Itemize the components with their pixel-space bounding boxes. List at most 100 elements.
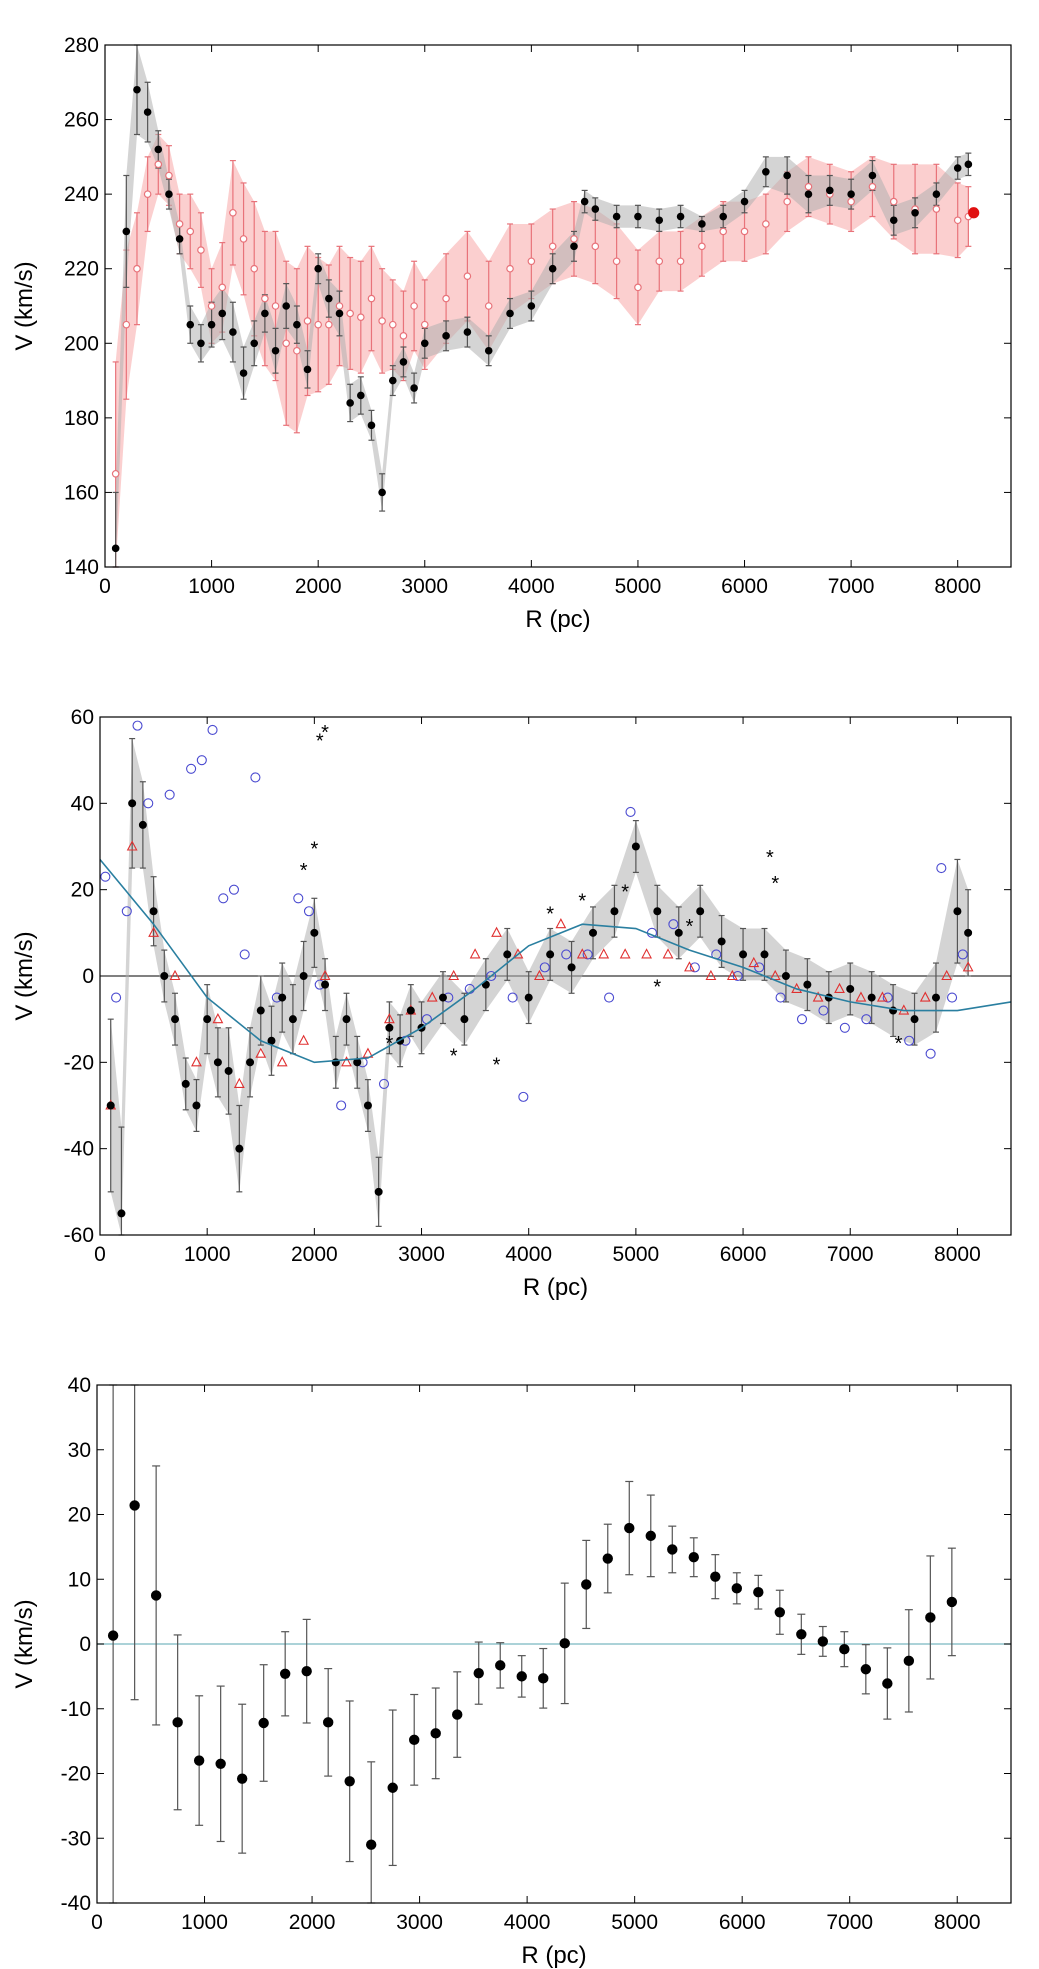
black-asterisk: * (310, 839, 318, 861)
y-tick-label: 260 (64, 109, 99, 132)
x-tick-label: 5000 (613, 1243, 660, 1266)
y-tick-label: 20 (68, 1504, 91, 1527)
x-tick-label: 7000 (827, 1243, 874, 1266)
data-point (516, 1671, 527, 1682)
data-point (731, 1583, 743, 1594)
y-tick-label: 160 (64, 481, 99, 504)
red-open-triangle (341, 1056, 352, 1067)
y-axis-label: V (km/s) (11, 931, 38, 1020)
red-open-circle (335, 302, 344, 310)
red-open-circle (175, 220, 184, 228)
blue-open-circle (507, 992, 518, 1003)
red-open-circle (420, 320, 429, 329)
blue-open-circle (228, 884, 240, 895)
black-asterisk: * (653, 977, 661, 999)
data-point (452, 1709, 463, 1720)
black-dot (527, 302, 536, 310)
black-dot (783, 171, 791, 180)
data-point (710, 1571, 721, 1582)
blue-open-circle (250, 772, 261, 783)
red-open-triangle (598, 948, 610, 959)
y-tick-label: 60 (71, 706, 94, 729)
x-tick-label: 0 (91, 1911, 103, 1934)
red-open-circle (463, 272, 472, 280)
x-tick-label: 8000 (934, 1911, 981, 1934)
black-dot (868, 171, 877, 180)
black-dot (293, 320, 301, 329)
red-open-circle (293, 346, 301, 355)
blue-open-circle (561, 949, 572, 960)
gray-error-band (115, 45, 969, 567)
blue-open-circle (218, 893, 229, 904)
black-asterisk: * (621, 882, 629, 904)
black-dot (655, 216, 664, 225)
x-tick-label: 4000 (508, 575, 555, 598)
y-tick-label: 220 (64, 258, 99, 281)
black-dot (128, 799, 137, 808)
red-open-triangle (148, 926, 160, 937)
black-dot (610, 907, 619, 916)
black-dot (335, 309, 344, 318)
x-tick-label: 7000 (826, 1911, 873, 1934)
red-open-triangle (662, 948, 674, 959)
red-open-circle (548, 242, 557, 251)
blue-open-circle (164, 789, 175, 800)
red-error-band (115, 134, 969, 567)
x-tick-label: 2000 (291, 1243, 338, 1266)
data-point (215, 1758, 226, 1769)
data-point (301, 1665, 312, 1677)
red-open-circle (250, 264, 259, 273)
red-open-triangle (855, 991, 867, 1002)
y-tick-label: 40 (71, 792, 94, 815)
data-point (753, 1586, 764, 1598)
black-dot (964, 160, 973, 169)
data-point (193, 1755, 205, 1766)
black-dot (567, 963, 576, 972)
blue-open-circle (336, 1100, 347, 1111)
data-point (279, 1668, 291, 1679)
black-dot (740, 197, 749, 206)
data-point (839, 1643, 850, 1655)
black-dot (154, 145, 163, 154)
red-open-triangle (276, 1056, 288, 1067)
black-dot (953, 907, 962, 916)
black-dot (111, 544, 120, 553)
blue-open-circle (121, 906, 132, 917)
red-open-triangle (534, 969, 545, 981)
blue-open-circle (239, 949, 250, 960)
black-dot (385, 1023, 394, 1032)
black-dot (346, 399, 354, 407)
y-tick-label: -40 (64, 1138, 94, 1161)
blue-open-circle (947, 992, 958, 1003)
red-open-circle (783, 197, 791, 206)
data-point (236, 1773, 248, 1784)
black-dot (804, 190, 813, 198)
data-point (258, 1717, 269, 1729)
black-dot (321, 980, 330, 989)
blue-open-circle (143, 798, 154, 809)
x-tick-label: 4000 (504, 1911, 551, 1934)
x-tick-label: 2000 (289, 1911, 336, 1934)
x-tick-label: 6000 (721, 575, 768, 598)
x-axis-label: R (pc) (525, 606, 590, 633)
black-dot (717, 937, 726, 946)
red-open-circle (357, 313, 365, 321)
red-endpoint-dot (968, 207, 980, 219)
black-dot (953, 164, 962, 172)
black-dot (192, 1101, 201, 1110)
black-dot (143, 108, 152, 116)
black-dot (931, 993, 940, 1002)
red-open-triangle (705, 969, 717, 981)
y-tick-label: 20 (71, 879, 94, 902)
black-dot (246, 1058, 255, 1067)
x-tick-label: 8000 (934, 1243, 981, 1266)
black-dot (847, 190, 855, 198)
black-dot (229, 328, 237, 336)
black-dot (570, 242, 578, 251)
black-dot (235, 1144, 244, 1153)
red-open-triangle (126, 840, 138, 851)
black-dot (676, 212, 685, 221)
red-open-circle (612, 257, 621, 266)
blue-open-circle (518, 1091, 529, 1102)
